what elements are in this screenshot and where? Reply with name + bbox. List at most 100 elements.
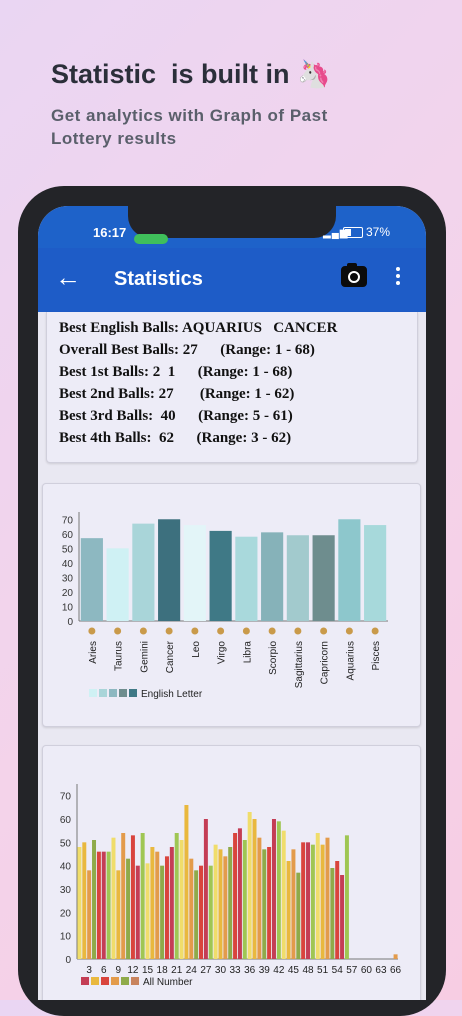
zodiac-sign-icon [320,627,328,635]
stat-line-2nd: Best 2nd Balls: 27 (Range: 1 - 62) [59,386,294,403]
bar [140,833,145,959]
english-letter-chart-card: 0 10 20 30 40 50 60 70 Aries Taurus Gemini Cancer Le… [42,483,421,727]
legend-swatch [89,689,97,697]
bar [164,856,169,959]
stat-value: 27 [158,386,174,402]
bar [228,847,233,959]
phone-screen: 16:17 ▂▄▆ 37% ← Statistics Best English … [38,206,426,1000]
bar [223,856,228,959]
x-tick-label: Taurus [114,641,125,671]
bar [267,847,272,959]
bar [194,870,199,959]
status-time: 16:17 [93,225,127,240]
legend-swatch [121,977,129,985]
back-arrow-icon[interactable]: ← [55,262,81,292]
x-tick-label: Leo [191,641,202,658]
bar [325,837,330,959]
bar [150,847,155,959]
bar [247,812,252,959]
y-tick-label: 20 [60,908,72,919]
bar [203,819,208,959]
zodiac-sign-icon [217,627,225,635]
bar [169,847,174,959]
bar [335,861,340,959]
bar [101,851,106,959]
bar [262,849,267,959]
zodiac-sign-icon [268,627,276,635]
stat-line-3rd: Best 3rd Balls: 40 (Range: 5 - 61) [59,408,293,425]
stat-range: (Range: 1 - 62) [199,386,295,402]
bar [96,851,101,959]
bar [315,833,320,959]
bar [281,830,286,959]
y-tick-label: 0 [65,955,71,966]
camera-icon[interactable] [341,263,367,287]
stat-label: Best 2nd Balls: [59,386,155,402]
bar [338,519,361,621]
y-tick-label: 0 [67,617,73,628]
signal-icon: ▂▄▆ [323,228,349,239]
x-tick-label: Scorpio [268,641,279,675]
x-tick-label: Sagittarius [294,641,305,688]
x-tick-label: 9 [116,965,122,976]
bar [106,548,129,621]
zodiac-sign-icon [191,627,199,635]
zodiac-sign-icon [88,627,96,635]
legend-label: English Letter [141,689,203,700]
x-tick-label: 15 [142,965,154,976]
bar [393,954,398,959]
x-tick-label: 57 [346,965,358,976]
zodiac-sign-icon [139,627,147,635]
bar [340,875,345,959]
stat-value: 2 1 [152,364,176,380]
x-tick-label: 33 [230,965,242,976]
bar [126,858,131,959]
x-tick-label: 12 [127,965,139,976]
zodiac-sign-icon [242,627,250,635]
bar [276,821,281,959]
legend-swatch [91,977,99,985]
x-tick-label: 51 [317,965,329,976]
bar [184,805,189,959]
bar [111,837,116,959]
x-tick-label: 66 [390,965,402,976]
stat-range: (Range: 3 - 62) [196,430,292,446]
bar [135,865,140,959]
bar [82,842,87,959]
legend-swatch [119,689,127,697]
status-bar: 16:17 ▂▄▆ 37% [38,206,426,248]
x-tick-label: Libra [242,641,253,664]
bar [179,840,184,959]
bar [116,870,121,959]
bar [106,851,111,959]
bar [330,868,335,959]
call-indicator-icon [134,234,168,244]
bar [183,525,206,621]
stat-label: Best 4th Balls: [59,430,152,446]
bar [296,872,301,959]
y-tick-label: 50 [60,838,72,849]
bar [158,519,181,621]
bar [310,844,315,959]
battery-percent: 37% [366,225,391,239]
zodiac-sign-icon [114,627,122,635]
y-tick-label: 20 [62,588,74,599]
bar [344,835,349,959]
zodiac-sign-icon [345,627,353,635]
more-vert-icon[interactable] [396,267,402,288]
bar [364,525,387,621]
bar [77,847,82,959]
bar [257,837,262,959]
x-tick-label: 54 [332,965,344,976]
x-tick-label: 18 [157,965,169,976]
x-tick-label: Virgo [217,641,228,665]
stat-label: Overall Best Balls: [59,342,179,358]
bar [252,819,257,959]
x-tick-label: 3 [86,965,92,976]
bar [155,851,160,959]
english-letter-bar-chart: 0 10 20 30 40 50 60 70 Aries Taurus Gemini Cancer Le… [62,512,388,700]
x-tick-label: 45 [288,965,300,976]
zodiac-sign-icon [371,627,379,635]
y-tick-label: 60 [60,815,72,826]
